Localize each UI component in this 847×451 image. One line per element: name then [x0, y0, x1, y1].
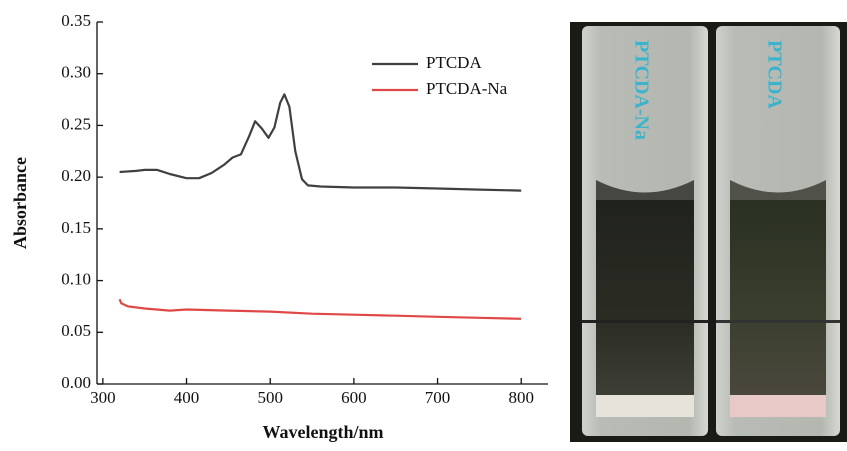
legend-label: PTCDA-Na	[426, 79, 508, 98]
y-tick-label: 0.30	[61, 63, 91, 82]
legend-label: PTCDA	[426, 53, 482, 72]
photo-label: PTCDA-Na	[630, 40, 652, 140]
y-axis-title: Absorbance	[10, 157, 30, 249]
x-axis-title: Wavelength/nm	[262, 422, 383, 442]
y-tick-label: 0.10	[61, 269, 91, 288]
series-line	[118, 298, 522, 320]
photo: PTCDA-Na PTCDA	[570, 22, 847, 442]
x-tick-label: 700	[425, 388, 451, 407]
y-tick-label: 0.35	[61, 11, 91, 30]
photo-label: PTCDA	[763, 40, 785, 109]
x-tick-label: 500	[257, 388, 283, 407]
y-tick-label: 0.05	[61, 321, 91, 340]
x-tick-label: 800	[508, 388, 534, 407]
x-tick-label: 600	[341, 388, 367, 407]
y-tick-label: 0.15	[61, 218, 91, 237]
y-tick-label: 0.25	[61, 114, 91, 133]
y-tick-label: 0.20	[61, 166, 91, 185]
series-line	[119, 93, 522, 192]
x-tick-label: 300	[90, 388, 116, 407]
x-tick-label: 400	[174, 388, 200, 407]
y-tick-label: 0.00	[61, 373, 91, 392]
